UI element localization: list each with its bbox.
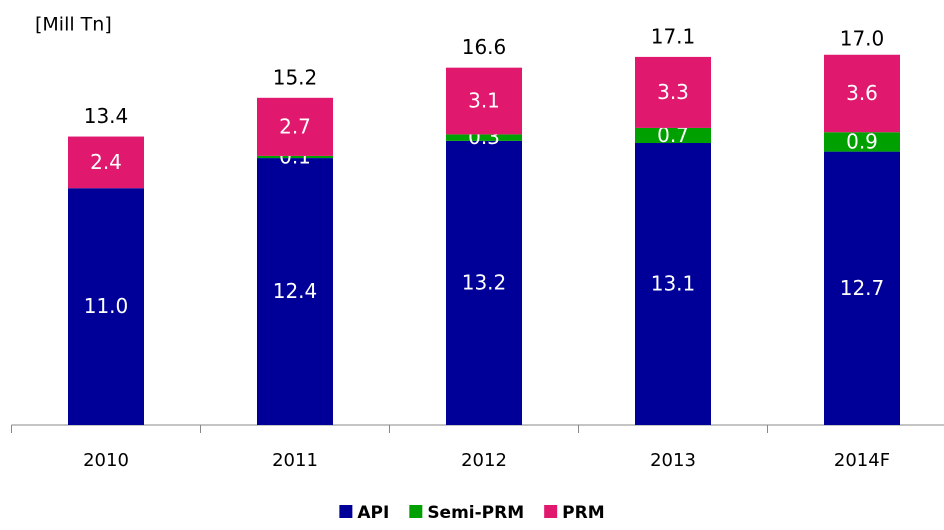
total-label: 17.1 [651, 24, 696, 48]
bar-segment [635, 143, 711, 426]
value-label: 11.0 [84, 294, 129, 318]
total-label: 13.4 [84, 104, 129, 128]
bar-segment [257, 158, 333, 426]
value-label: 3.3 [657, 80, 689, 104]
bar-segment [68, 136, 144, 189]
value-label: 2.7 [279, 114, 311, 138]
bar-segment [257, 97, 333, 156]
bar-segment [446, 140, 522, 425]
total-label: 16.6 [462, 35, 507, 59]
bar-segment [824, 54, 900, 133]
legend-label: PRM [562, 503, 604, 523]
bar-segment [824, 132, 900, 152]
legend-label: API [357, 503, 389, 523]
bar-segment [446, 67, 522, 135]
value-label: 3.1 [468, 89, 500, 113]
x-tick-label: 2011 [272, 450, 318, 471]
legend-swatch [544, 505, 558, 518]
x-tick-label: 2010 [83, 450, 129, 471]
bar-segment [257, 155, 333, 159]
value-label: 2.4 [90, 150, 122, 174]
total-label: 17.0 [840, 27, 885, 51]
value-label: 13.2 [462, 270, 507, 294]
value-label: 0.9 [846, 129, 878, 153]
total-label: 15.2 [273, 65, 318, 89]
x-tick-label: 2014F [834, 450, 890, 471]
x-tick-label: 2013 [650, 450, 696, 471]
value-label: 12.7 [840, 276, 885, 300]
legend-swatch [409, 505, 423, 518]
bar-segment [635, 56, 711, 128]
bar-segment [68, 188, 144, 425]
bar-segment [446, 134, 522, 141]
unit-label: [Mill Tn] [35, 14, 112, 36]
x-tick-label: 2012 [461, 450, 507, 471]
bar-segment [635, 127, 711, 144]
bar-segment [824, 151, 900, 425]
legend-swatch [339, 505, 353, 518]
value-label: 13.1 [651, 272, 696, 296]
legend-label: Semi-PRM [427, 503, 524, 523]
value-label: 3.6 [846, 81, 878, 105]
value-label: 12.4 [273, 279, 318, 303]
